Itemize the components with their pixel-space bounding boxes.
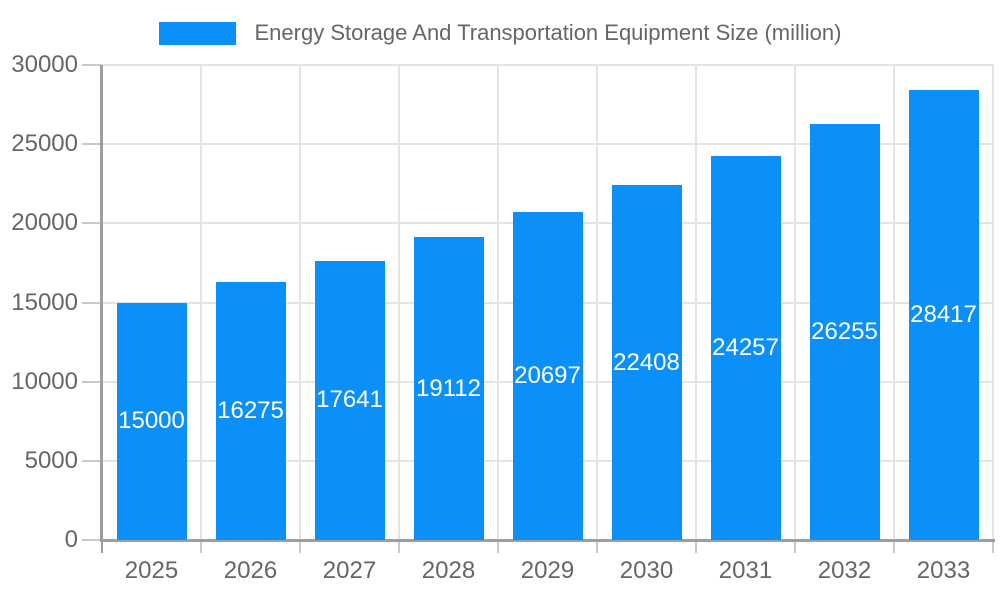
x-tick bbox=[200, 540, 202, 553]
v-gridline bbox=[596, 65, 598, 540]
bar-value-label: 20697 bbox=[514, 362, 581, 390]
x-tick bbox=[101, 540, 103, 553]
x-tick-label: 2031 bbox=[718, 557, 773, 584]
x-tick-label: 2027 bbox=[322, 557, 377, 584]
h-gridline bbox=[102, 64, 993, 66]
v-gridline bbox=[794, 65, 796, 540]
x-tick-label: 2028 bbox=[421, 557, 476, 584]
x-tick-label: 2032 bbox=[817, 557, 872, 584]
bar-value-label: 24257 bbox=[712, 333, 779, 361]
bar: 24257 bbox=[710, 155, 781, 540]
bar-value-label: 19112 bbox=[416, 374, 481, 402]
bar-value-label: 26255 bbox=[811, 318, 878, 346]
y-tick-label: 10000 bbox=[11, 367, 78, 395]
bar: 16275 bbox=[215, 282, 286, 540]
x-tick bbox=[992, 540, 994, 553]
v-gridline bbox=[398, 65, 400, 540]
x-tick-label: 2030 bbox=[619, 557, 674, 584]
legend-swatch bbox=[158, 21, 236, 45]
v-gridline bbox=[992, 65, 994, 540]
legend-label: Energy Storage And Transportation Equipm… bbox=[254, 20, 842, 45]
y-tick bbox=[82, 380, 102, 383]
x-axis-line bbox=[100, 539, 995, 542]
y-tick bbox=[82, 64, 102, 66]
bar: 19112 bbox=[413, 237, 484, 540]
bar-value-label: 17641 bbox=[316, 386, 383, 414]
bar: 17641 bbox=[314, 260, 385, 540]
x-tick bbox=[497, 540, 499, 553]
v-gridline bbox=[497, 65, 499, 540]
x-tick bbox=[596, 540, 598, 553]
y-tick bbox=[82, 301, 102, 304]
bar-value-label: 15000 bbox=[118, 407, 185, 435]
bar: 15000 bbox=[116, 302, 187, 540]
y-tick-label: 20000 bbox=[11, 209, 78, 237]
h-gridline bbox=[102, 143, 993, 146]
bar-value-label: 16275 bbox=[217, 397, 284, 425]
x-tick-label: 2029 bbox=[520, 557, 575, 584]
bar: 20697 bbox=[512, 212, 583, 540]
bar: 28417 bbox=[908, 90, 979, 540]
y-tick-label: 5000 bbox=[24, 446, 78, 474]
bar: 26255 bbox=[809, 124, 880, 540]
x-tick bbox=[893, 540, 895, 553]
y-axis-line bbox=[100, 65, 103, 540]
x-tick-label: 2026 bbox=[223, 557, 278, 584]
y-tick-label: 0 bbox=[64, 526, 78, 553]
x-tick-label: 2033 bbox=[916, 557, 971, 584]
y-tick-label: 30000 bbox=[11, 51, 78, 78]
x-tick bbox=[398, 540, 400, 553]
bar-value-label: 22408 bbox=[613, 348, 680, 376]
v-gridline bbox=[299, 65, 301, 540]
bar-value-label: 28417 bbox=[910, 301, 977, 329]
bar: 22408 bbox=[611, 185, 682, 540]
x-tick-label: 2025 bbox=[124, 557, 179, 584]
y-tick bbox=[82, 143, 102, 146]
v-gridline bbox=[893, 65, 895, 540]
v-gridline bbox=[695, 65, 697, 540]
y-tick bbox=[82, 459, 102, 462]
v-gridline bbox=[200, 65, 202, 540]
legend: Energy Storage And Transportation Equipm… bbox=[0, 18, 1000, 48]
x-tick bbox=[695, 540, 697, 553]
x-tick bbox=[299, 540, 301, 553]
y-tick-label: 15000 bbox=[11, 288, 78, 316]
y-tick bbox=[82, 539, 102, 541]
y-tick-label: 25000 bbox=[11, 130, 78, 158]
y-tick bbox=[82, 222, 102, 225]
x-tick bbox=[794, 540, 796, 553]
